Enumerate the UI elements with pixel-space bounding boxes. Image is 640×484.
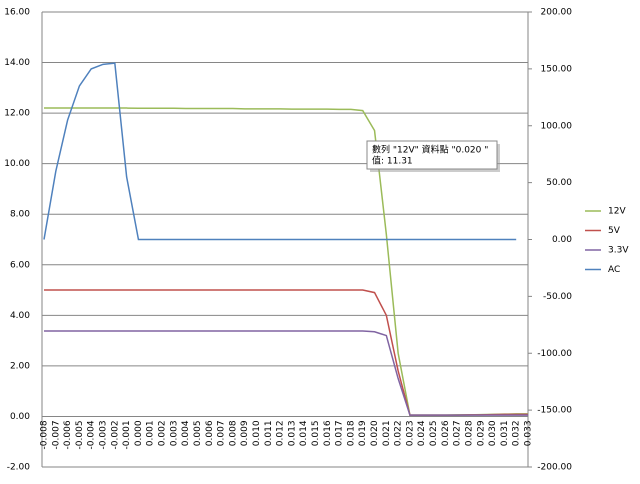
x-tick-label: 0.030 — [488, 420, 498, 446]
tooltip-value: 值: 11.31 — [372, 155, 413, 167]
y-tick-label: -2.00 — [7, 463, 31, 473]
x-tick-label: 0.009 — [240, 420, 250, 446]
y2-tick-label: 100.00 — [541, 121, 573, 131]
y2-tick-label: 150.00 — [541, 64, 573, 74]
x-tick-label: -0.007 — [51, 420, 61, 449]
x-tick-label: -0.006 — [63, 420, 73, 449]
x-tick-label: 0.021 — [382, 420, 392, 446]
y2-tick-label: 50.00 — [546, 178, 572, 188]
x-tick-label: 0.006 — [205, 420, 215, 446]
x-tick-label: 0.004 — [181, 420, 191, 446]
x-tick-label: 0.014 — [299, 420, 309, 446]
x-tick-label: 0.012 — [276, 420, 286, 446]
y-tick-label: 2.00 — [10, 361, 30, 371]
y2-tick-label: 0.00 — [552, 235, 572, 245]
x-tick-label: 0.028 — [464, 420, 474, 446]
y-tick-label: 10.00 — [4, 159, 30, 169]
x-tick-label: 0.018 — [346, 420, 356, 446]
series-line — [44, 289, 528, 416]
x-tick-label: 0.007 — [217, 420, 227, 446]
y-tick-label: 6.00 — [10, 260, 30, 270]
legend-label: 5V — [608, 226, 621, 236]
x-tick-label: 0.033 — [524, 420, 534, 446]
tooltip-box — [366, 140, 498, 170]
y2-tick-label: -100.00 — [537, 349, 572, 359]
tooltip: 數列 "12V" 資料點 "0.020 " 值: 11.31 — [366, 140, 500, 172]
y2-tick-label: 200.00 — [541, 8, 573, 18]
x-tick-label: 0.008 — [228, 420, 238, 446]
x-tick-label: 0.001 — [146, 420, 156, 446]
x-tick-label: -0.008 — [40, 420, 50, 449]
y-tick-label: 8.00 — [10, 210, 30, 220]
x-tick-label: 0.017 — [335, 420, 345, 446]
y2-tick-label: -200.00 — [537, 463, 572, 473]
tooltip-title: 數列 "12V" 資料點 "0.020 " — [372, 144, 488, 156]
y-tick-label: 12.00 — [4, 109, 30, 119]
x-tick-label: 0.022 — [394, 420, 404, 446]
x-tick-label: 0.002 — [158, 420, 168, 446]
x-tick-label: 0.027 — [453, 420, 463, 446]
x-tick-label: -0.001 — [122, 420, 132, 449]
legend-label: 3.3V — [608, 246, 629, 256]
x-tick-label: 0.032 — [512, 420, 522, 446]
x-tick-label: -0.005 — [75, 420, 85, 449]
x-tick-label: 0.010 — [252, 420, 262, 446]
x-tick-label: -0.003 — [99, 420, 109, 449]
x-tick-label: 0.005 — [193, 420, 203, 446]
x-tick-label: 0.026 — [441, 420, 451, 446]
x-tick-label: 0.003 — [169, 420, 179, 446]
x-tick-label: 0.029 — [476, 420, 486, 446]
x-tick-label: 0.013 — [287, 420, 297, 446]
y2-tick-label: -150.00 — [537, 406, 572, 416]
legend-label: 12V — [608, 207, 626, 217]
x-tick-label: 0.020 — [370, 420, 380, 446]
x-tick-label: 0.015 — [311, 420, 321, 446]
x-tick-label: 0.031 — [500, 420, 510, 446]
legend-label: AC — [608, 265, 620, 275]
x-tick-label: 0.023 — [405, 420, 415, 446]
series-line — [43, 62, 517, 241]
series-line — [44, 330, 528, 416]
x-tick-label: 0.024 — [417, 420, 427, 446]
x-tick-label: 0.011 — [264, 420, 274, 446]
y-tick-label: 4.00 — [10, 311, 30, 321]
y-tick-label: 0.00 — [10, 412, 30, 422]
x-tick-label: -0.004 — [87, 420, 97, 449]
x-tick-label: 0.000 — [134, 420, 144, 446]
y2-tick-label: -50.00 — [543, 292, 572, 302]
y-tick-label: 14.00 — [4, 58, 30, 68]
x-tick-label: -0.002 — [110, 420, 120, 449]
x-tick-label: 0.025 — [429, 420, 439, 446]
y-tick-label: 16.00 — [4, 8, 30, 18]
x-tick-label: 0.019 — [358, 420, 368, 446]
x-tick-label: 0.016 — [323, 420, 333, 446]
